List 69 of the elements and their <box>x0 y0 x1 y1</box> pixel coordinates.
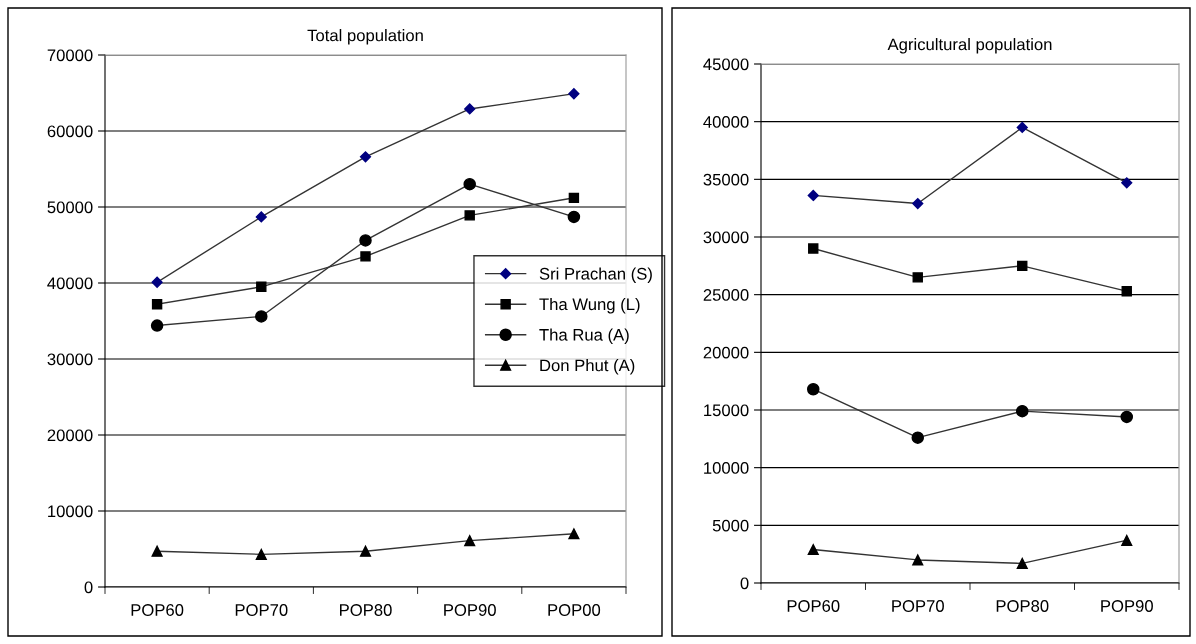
y-tick-label: 45000 <box>703 58 749 71</box>
point <box>808 243 819 254</box>
point <box>463 177 476 191</box>
y-tick-label: 40000 <box>47 277 93 290</box>
y-tick-label: 10000 <box>704 462 749 474</box>
y-tick-label: 5000 <box>712 519 749 532</box>
point <box>1121 534 1133 546</box>
chart-title: Total population <box>307 29 423 45</box>
point <box>256 281 267 293</box>
x-tick-label: POP00 <box>548 604 601 616</box>
point <box>567 210 581 224</box>
y-tick-label: 30000 <box>703 231 749 244</box>
point <box>806 382 820 396</box>
point <box>359 151 372 163</box>
point <box>911 431 925 444</box>
x-tick-label: POP90 <box>444 604 496 616</box>
legend-label: Tha Wung (L) <box>539 297 640 314</box>
point <box>464 535 476 547</box>
point <box>568 88 580 100</box>
legend-label: Tha Rua (A) <box>539 328 629 345</box>
point <box>807 189 819 202</box>
y-tick-label: 35000 <box>703 173 749 186</box>
point <box>1120 410 1134 424</box>
point <box>1016 557 1028 569</box>
point <box>255 310 268 323</box>
x-tick-label: POP70 <box>892 600 944 612</box>
y-tick-label: 20000 <box>703 346 749 359</box>
point <box>360 251 371 262</box>
y-tick-label: 70000 <box>47 49 93 62</box>
point <box>1016 121 1028 134</box>
point <box>568 192 580 204</box>
y-tick-label: 20000 <box>47 429 93 442</box>
legend-label: Don Phut (A) <box>540 359 635 375</box>
point <box>807 543 819 556</box>
point <box>912 272 923 283</box>
legend-label: Sri Prachan (S) <box>539 267 652 283</box>
y-tick-label: 25000 <box>703 289 749 301</box>
y-tick-label: 60000 <box>47 125 93 138</box>
y-tick-label: 50000 <box>47 201 93 214</box>
y-tick-label: 10000 <box>48 505 93 518</box>
point <box>359 234 372 247</box>
point <box>151 299 163 310</box>
point <box>151 545 163 557</box>
point <box>255 211 267 223</box>
x-tick-label: POP90 <box>1101 600 1153 612</box>
point <box>912 554 924 566</box>
x-tick-label: POP60 <box>787 600 840 612</box>
chart-title: Agricultural population <box>887 38 1052 54</box>
x-tick-label: POP70 <box>235 604 288 616</box>
y-tick-label: 0 <box>84 581 93 594</box>
point <box>150 319 164 332</box>
x-tick-label: POP80 <box>340 604 392 616</box>
point <box>464 210 475 221</box>
point <box>359 545 372 557</box>
y-tick-label: 15000 <box>704 404 749 417</box>
point <box>1017 260 1028 272</box>
point <box>568 528 580 540</box>
x-tick-label: POP80 <box>996 600 1049 612</box>
y-tick-label: 30000 <box>47 353 93 366</box>
point <box>1121 285 1132 297</box>
point <box>464 103 476 115</box>
x-tick-label: POP60 <box>131 604 184 616</box>
point <box>1121 177 1133 189</box>
point <box>912 197 924 210</box>
point <box>1015 404 1029 418</box>
point <box>151 276 163 288</box>
y-tick-label: 40000 <box>703 116 749 128</box>
y-tick-label: 0 <box>740 577 749 590</box>
point <box>255 548 267 560</box>
